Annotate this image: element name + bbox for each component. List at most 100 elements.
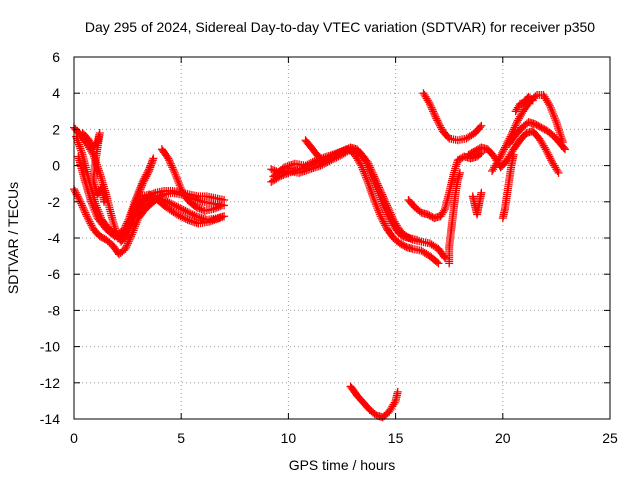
series-arc-15	[445, 168, 464, 268]
data-point	[513, 103, 522, 112]
data-point	[279, 171, 288, 180]
data-point	[560, 145, 569, 154]
data-point	[75, 195, 84, 204]
series-arc-12	[346, 382, 402, 422]
data-point	[86, 219, 95, 228]
data-point	[121, 223, 130, 232]
y-tick-label: -12	[40, 375, 60, 391]
data-point	[122, 243, 131, 252]
data-point	[123, 217, 132, 226]
data-point	[185, 208, 194, 217]
data-point	[75, 140, 84, 149]
data-point	[75, 142, 84, 151]
data-point	[381, 206, 390, 215]
data-point	[73, 136, 82, 145]
data-point	[72, 132, 81, 141]
data-point	[513, 118, 522, 127]
data-point	[547, 156, 556, 165]
data-point	[135, 187, 144, 196]
data-point	[306, 158, 315, 167]
data-point	[137, 183, 146, 192]
data-point	[361, 157, 370, 166]
y-tick-label: 4	[52, 85, 60, 101]
data-point	[135, 189, 144, 198]
data-point	[130, 203, 139, 212]
data-point	[542, 147, 551, 156]
data-point	[197, 205, 206, 214]
data-point	[541, 145, 550, 154]
data-point	[167, 199, 176, 208]
data-point	[301, 161, 310, 170]
data-point	[361, 156, 370, 165]
data-point	[181, 206, 190, 215]
data-point	[310, 157, 319, 166]
data-point	[165, 198, 174, 207]
data-point	[429, 107, 438, 116]
data-point	[365, 183, 374, 192]
x-tick-label: 10	[281, 430, 297, 446]
y-tick-label: -10	[40, 339, 60, 355]
data-point	[477, 121, 486, 130]
data-point	[528, 96, 537, 105]
data-point	[436, 123, 445, 132]
data-point	[378, 199, 387, 208]
data-point	[131, 199, 140, 208]
data-point	[378, 215, 387, 224]
x-tick-label: 0	[70, 430, 78, 446]
data-point	[305, 159, 314, 168]
data-point	[74, 194, 83, 203]
data-point	[267, 165, 276, 174]
data-point	[180, 214, 189, 223]
data-point	[426, 101, 435, 110]
data-point	[177, 205, 186, 214]
data-point	[216, 202, 225, 211]
data-point	[366, 185, 375, 194]
data-point	[80, 206, 89, 215]
data-point	[379, 217, 388, 226]
data-point	[430, 110, 439, 119]
data-point	[212, 203, 221, 212]
data-point	[77, 199, 86, 208]
data-point	[493, 157, 502, 166]
data-point	[169, 167, 178, 176]
data-point	[413, 235, 422, 244]
data-point	[178, 213, 187, 222]
data-point	[365, 181, 374, 190]
data-point	[211, 204, 220, 213]
data-point	[119, 226, 128, 235]
data-point	[132, 195, 141, 204]
data-point	[84, 215, 93, 224]
data-point	[127, 232, 136, 241]
data-point	[169, 165, 178, 174]
data-point	[377, 214, 386, 223]
data-point	[79, 205, 88, 214]
data-point	[540, 143, 549, 152]
data-point	[439, 252, 448, 261]
data-point	[368, 191, 377, 200]
x-tick-label: 5	[177, 430, 185, 446]
data-point	[174, 211, 183, 220]
data-point	[100, 197, 109, 206]
series-arc-17	[488, 91, 567, 176]
data-point	[376, 212, 385, 221]
data-point	[170, 201, 179, 210]
data-point	[174, 203, 183, 212]
data-point	[140, 176, 149, 185]
chart-title: Day 295 of 2024, Sidereal Day-to-day VTE…	[85, 19, 595, 35]
data-point	[130, 201, 139, 210]
data-point	[125, 235, 134, 244]
data-point	[432, 114, 441, 123]
data-point	[511, 121, 520, 130]
data-point	[455, 168, 464, 177]
data-point	[499, 147, 508, 156]
data-point	[531, 92, 540, 101]
data-point	[544, 150, 553, 159]
data-point	[369, 193, 378, 202]
data-point	[129, 205, 138, 214]
data-point	[136, 185, 145, 194]
data-point	[381, 221, 390, 230]
data-point	[363, 177, 372, 186]
data-point	[186, 209, 195, 218]
data-point	[144, 196, 153, 205]
data-point	[165, 157, 174, 166]
